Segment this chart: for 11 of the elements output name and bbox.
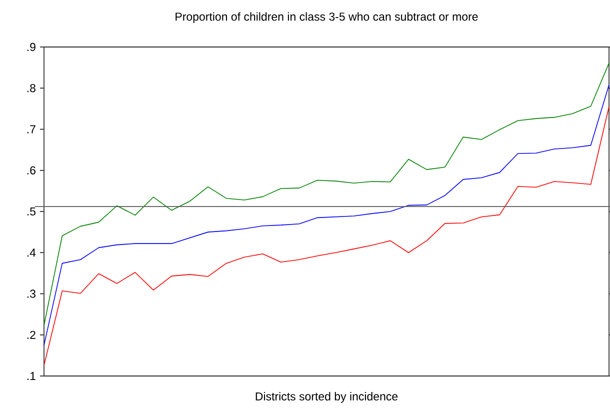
chart-title: Proportion of children in class 3-5 who can subtract or more (176, 12, 478, 23)
y-tick-label: .2 (27, 330, 36, 339)
x-axis-title: Districts sorted by incidence (256, 392, 398, 403)
y-tick-label: .7 (27, 125, 36, 134)
y-tick-label: .1 (27, 372, 36, 380)
y-tick-label: .4 (27, 248, 36, 257)
y-tick-label: .9 (27, 42, 36, 52)
y-tick-label: .8 (27, 84, 36, 92)
y-tick-label: .3 (27, 290, 36, 298)
y-tick-label: .6 (27, 166, 36, 174)
y-tick-label: .5 (27, 207, 36, 216)
